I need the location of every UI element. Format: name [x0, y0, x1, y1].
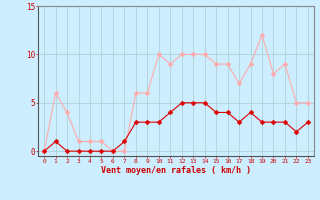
X-axis label: Vent moyen/en rafales ( km/h ): Vent moyen/en rafales ( km/h ): [101, 166, 251, 175]
